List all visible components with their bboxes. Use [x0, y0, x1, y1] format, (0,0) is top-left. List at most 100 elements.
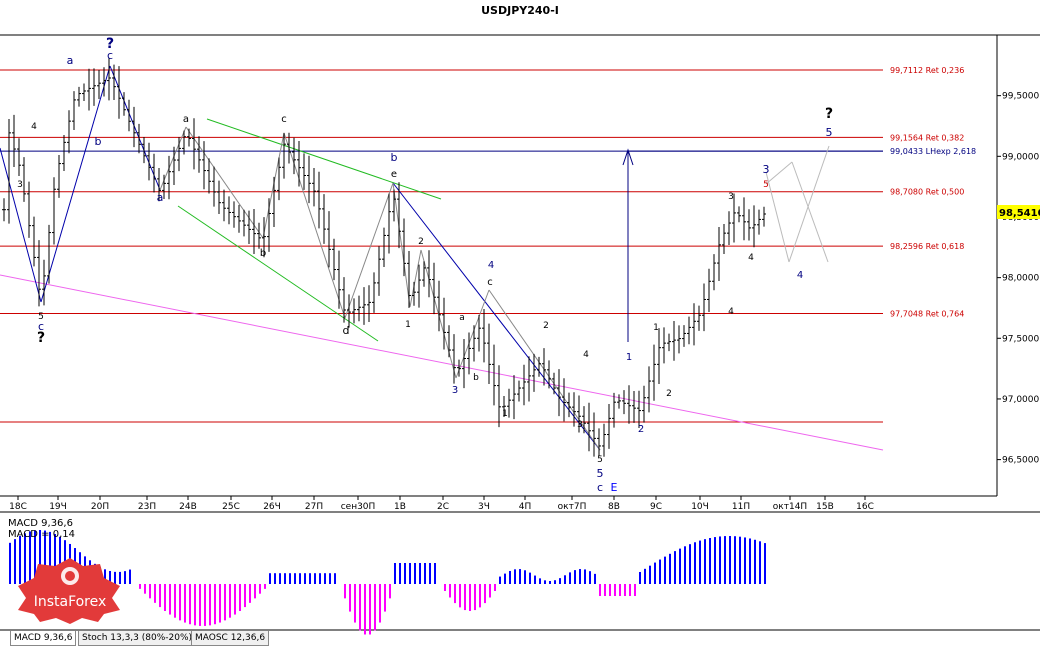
- wave-label-36: 3: [728, 192, 734, 202]
- x-tick-label-16: 10Ч: [691, 502, 709, 512]
- logo-text: InstaForex: [34, 594, 107, 610]
- x-tick-label-2: 20П: [91, 502, 109, 512]
- y-tick-label-6: 96,5000: [1002, 456, 1039, 466]
- x-tick-label-6: 26Ч: [263, 502, 281, 512]
- tab-macd[interactable]: MACD 9,36,6: [10, 631, 77, 646]
- wave-label-16: ?: [37, 330, 45, 346]
- tab-stoch[interactable]: Stoch 13,3,3 (80%-20%): [78, 631, 197, 646]
- x-tick-label-5: 25С: [222, 502, 240, 512]
- wave-label-28: 5: [597, 467, 604, 480]
- wave-label-41: ?: [825, 106, 833, 122]
- wave-label-3: b: [95, 135, 102, 148]
- wave-label-29: c: [597, 481, 603, 494]
- wave-label-38: 5: [763, 180, 769, 190]
- target-arrow-head: [622, 148, 634, 166]
- wave-label-18: a: [459, 313, 465, 323]
- wave-label-5: b: [260, 248, 266, 259]
- wave-label-27: 5: [597, 455, 603, 465]
- wave-label-7: a: [183, 114, 189, 125]
- x-tick-label-18: окт14П: [773, 502, 807, 512]
- proj-2: [788, 145, 830, 263]
- x-tick-label-10: 2С: [437, 502, 449, 512]
- instaforex-logo: InstaForex: [8, 556, 132, 624]
- wave-grey-1: [392, 182, 411, 308]
- wave-label-15: c: [38, 320, 44, 333]
- level-label-5: 97,7048 Ret 0,764: [890, 309, 964, 318]
- chart-title: USDJPY240-I: [481, 4, 559, 17]
- wave-label-11: 2: [418, 237, 424, 247]
- wave-label-37: 4: [748, 253, 754, 263]
- proj-3: [765, 161, 793, 185]
- wave-label-23: 1: [502, 409, 508, 419]
- x-tick-label-1: 19Ч: [49, 502, 67, 512]
- x-tick-label-15: 9С: [650, 502, 662, 512]
- macd-name: MACD 9,36,6: [8, 518, 73, 529]
- level-label-0: 99,7112 Ret 0,236: [890, 66, 964, 75]
- wave-label-30: E: [611, 481, 618, 494]
- wave-label-34: 2: [666, 389, 672, 399]
- wave-label-19: b: [473, 373, 479, 383]
- wave-label-24: 2: [543, 321, 549, 331]
- macd-value: MACD = 0,14: [8, 529, 75, 540]
- wave-label-32: 2: [638, 424, 644, 435]
- x-tick-label-8: сен30П: [341, 502, 376, 512]
- wave-label-4: a: [157, 191, 164, 204]
- wave-label-9: b: [391, 151, 398, 164]
- wave-label-35: 4: [728, 307, 734, 317]
- wave-label-6: c: [281, 114, 287, 125]
- wave-label-12: 4: [31, 122, 37, 132]
- trend-green-bottom: [177, 205, 379, 342]
- y-tick-label-4: 97,5000: [1002, 334, 1039, 344]
- x-tick-label-11: 3Ч: [478, 502, 490, 512]
- zigzag-1: [0, 147, 42, 303]
- wave-label-22: c: [487, 277, 493, 288]
- wave-label-42: 5: [826, 126, 833, 139]
- wave-label-39: 3: [763, 163, 770, 176]
- x-tick-label-9: 1В: [394, 502, 406, 512]
- wave-label-8: d: [343, 324, 350, 337]
- y-tick-label-0: 99,5000: [1002, 92, 1039, 102]
- x-tick-label-14: 8В: [608, 502, 620, 512]
- x-tick-label-4: 24В: [179, 502, 197, 512]
- wave-grey-2: [409, 249, 422, 308]
- zigzag-8: [344, 182, 394, 319]
- wave-label-1: c: [107, 49, 113, 62]
- x-tick-label-20: 16С: [856, 502, 874, 512]
- last-price-box: [997, 204, 1040, 219]
- x-tick-label-3: 23П: [138, 502, 156, 512]
- wave-label-17: 1: [405, 320, 411, 330]
- wave-grey-4: [455, 289, 490, 379]
- x-tick-label-0: 18С: [9, 502, 27, 512]
- x-tick-label-17: 11П: [732, 502, 750, 512]
- x-tick-label-7: 27П: [305, 502, 323, 512]
- y-tick-label-3: 98,0000: [1002, 274, 1039, 284]
- wave-label-0: ?: [106, 36, 114, 52]
- wave-label-40: 4: [797, 270, 803, 281]
- wave-blue-down: [392, 182, 601, 451]
- tab-maosc[interactable]: MAOSC 12,36,6: [191, 631, 270, 646]
- x-tick-label-13: окт7П: [558, 502, 587, 512]
- wave-label-25: 4: [583, 350, 589, 360]
- trend-green-top: [206, 118, 442, 200]
- trend-pink: [0, 274, 884, 451]
- wave-label-13: 3: [17, 180, 23, 190]
- proj-4: [791, 161, 829, 263]
- wave-label-20: 3: [452, 385, 458, 396]
- proj-1: [765, 171, 790, 263]
- zigzag-2: [40, 65, 111, 303]
- x-tick-label-19: 15В: [816, 502, 834, 512]
- wave-label-26: 3: [577, 420, 583, 430]
- wave-label-33: 1: [653, 323, 659, 333]
- last-price-label: 98,5410: [999, 208, 1040, 219]
- wave-label-10: e: [391, 169, 397, 180]
- level-label-1: 99,1564 Ret 0,382: [890, 133, 964, 142]
- x-tick-label-12: 4П: [519, 502, 532, 512]
- y-tick-label-5: 97,0000: [1002, 395, 1039, 405]
- wave-label-2: a: [67, 54, 74, 67]
- wave-label-14: 5: [38, 312, 44, 322]
- level-label-3: 98,7080 Ret 0,500: [890, 188, 964, 197]
- level-label-4: 98,2596 Ret 0,618: [890, 242, 964, 251]
- wave-label-21: 4: [488, 260, 494, 271]
